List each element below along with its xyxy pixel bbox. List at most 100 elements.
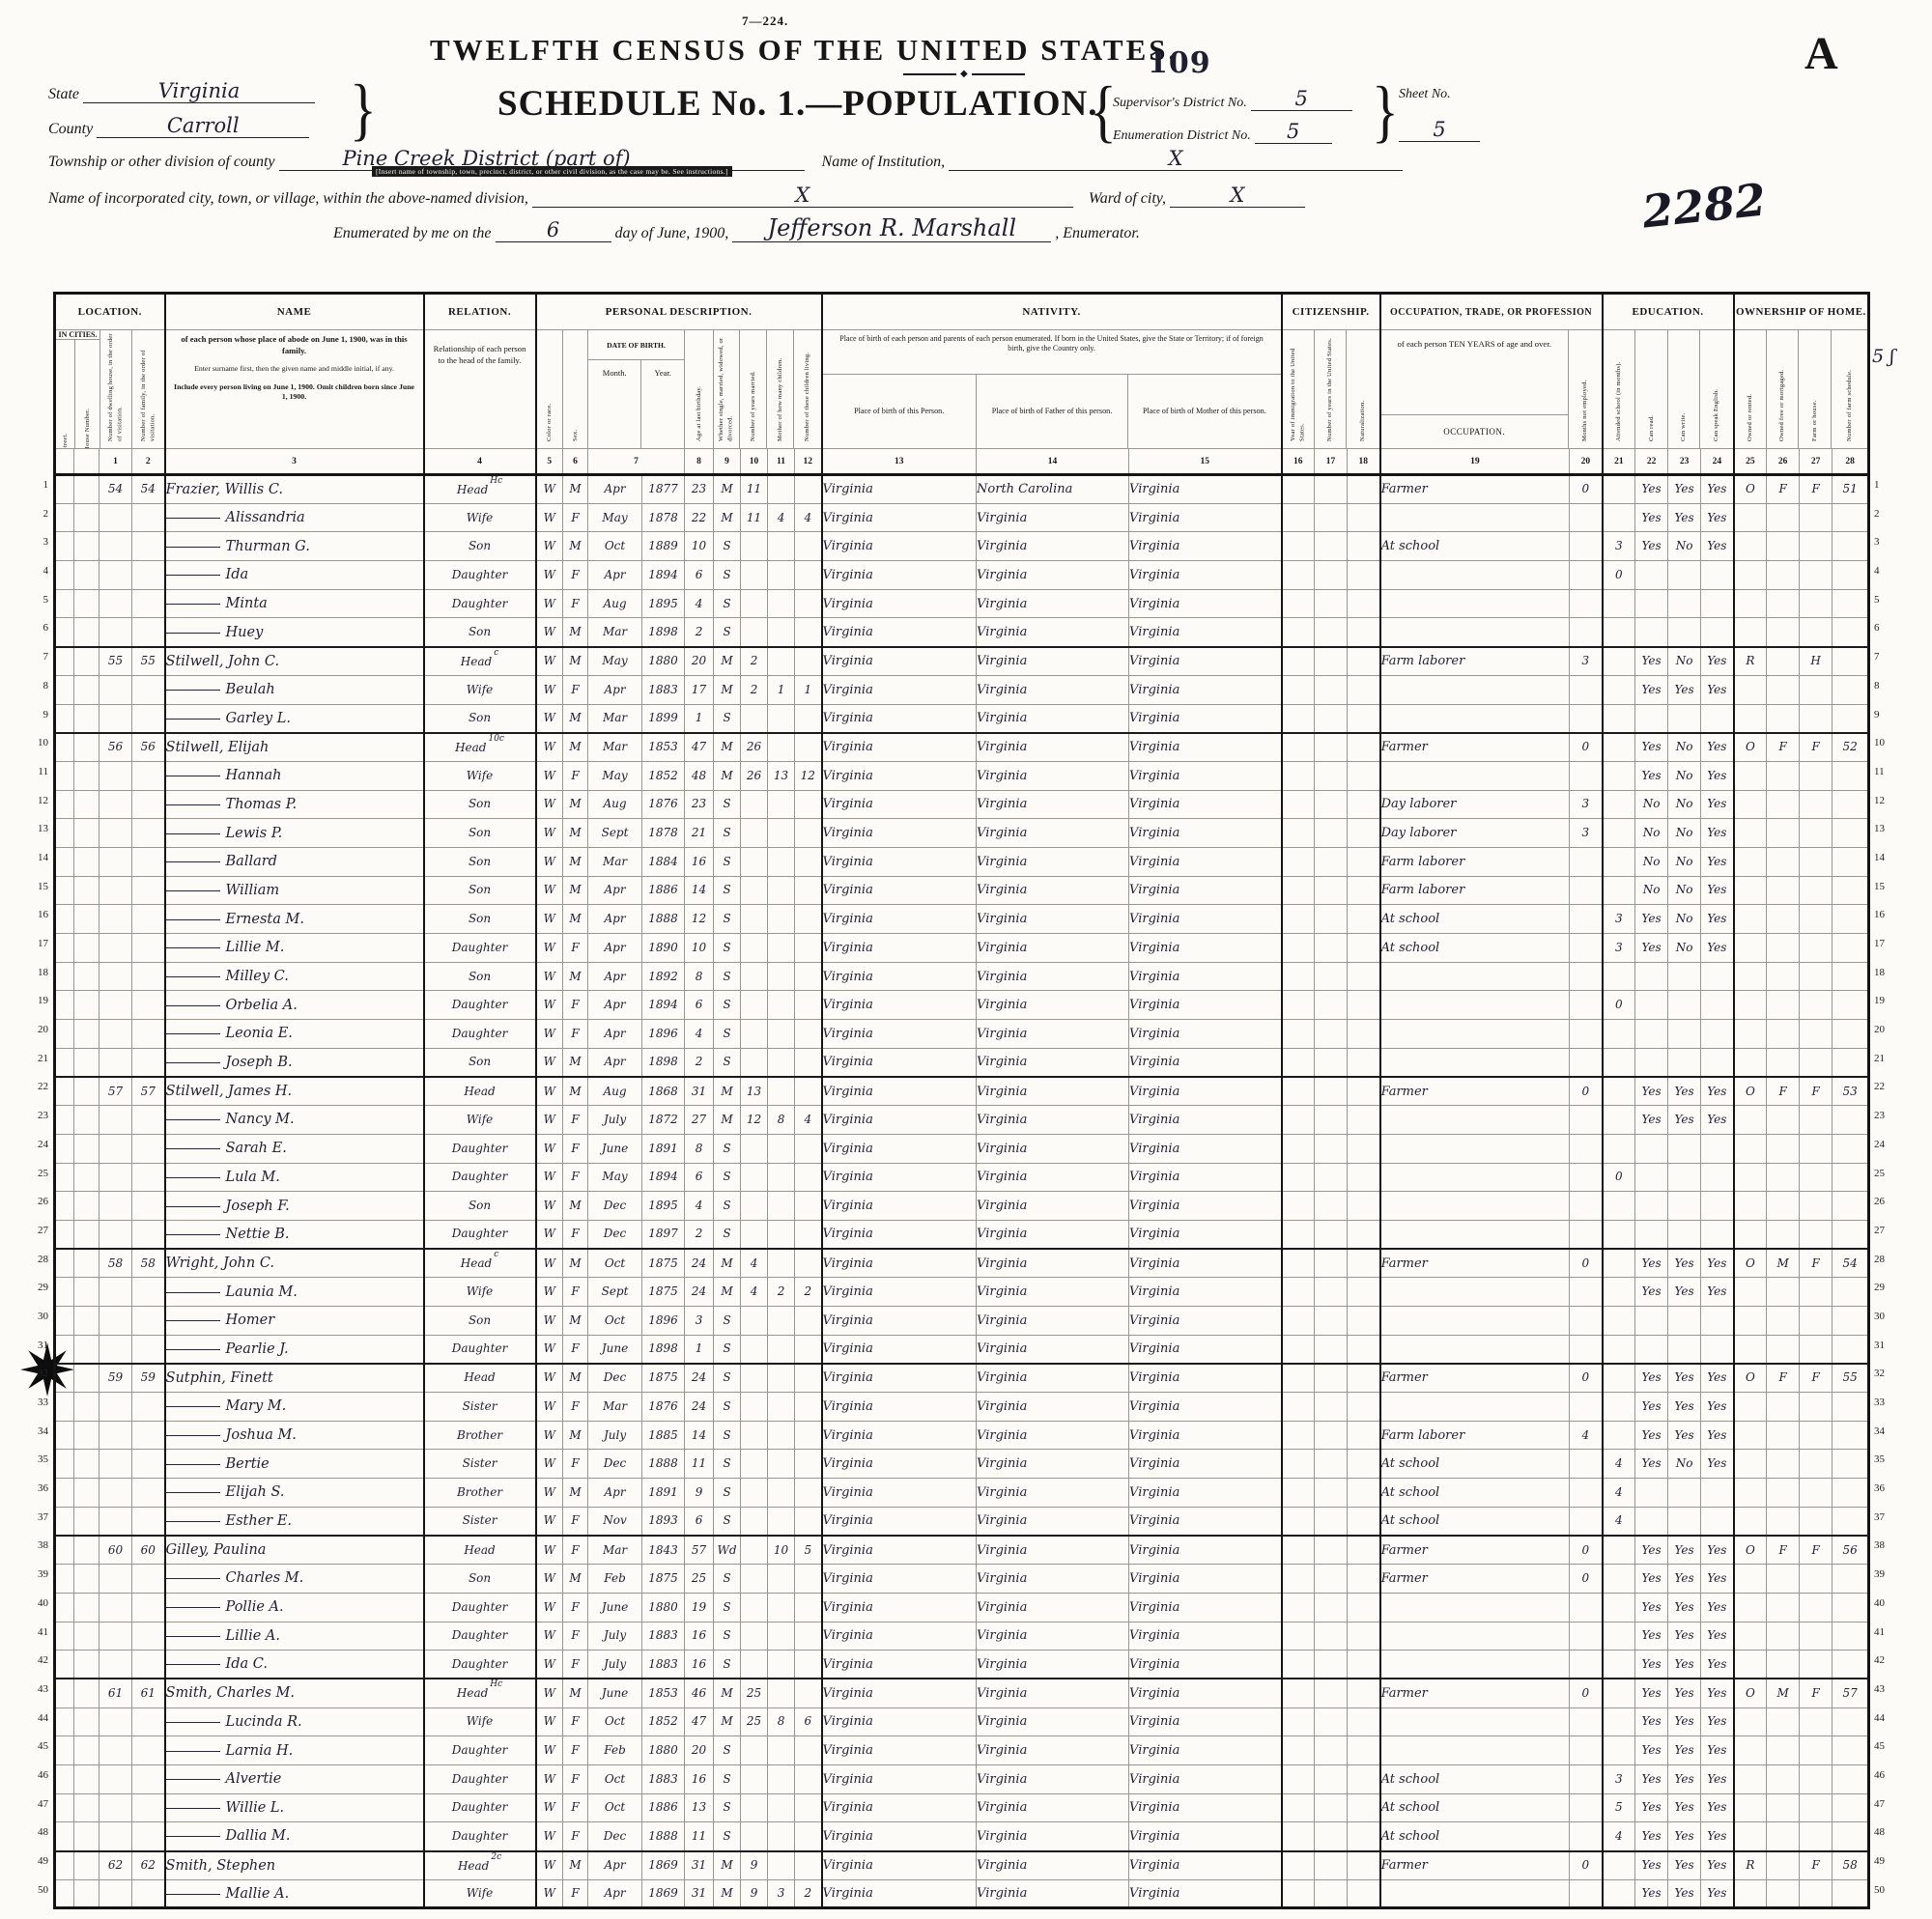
cell-naturalization	[1347, 1449, 1381, 1480]
cell-name: Beulah	[163, 674, 425, 705]
cell-birth-year: 1869	[641, 1849, 686, 1880]
table-row: Bertie Sister W F Dec 1888 11 S Virginia Virginia…	[54, 1449, 1870, 1480]
cell-dwelling-number	[99, 1707, 132, 1737]
cell-name: Dallia M.	[163, 1821, 425, 1851]
cell-relation: Son	[422, 818, 537, 848]
row-number: 47	[1874, 1797, 1885, 1810]
cell-dwelling-number	[99, 1420, 132, 1451]
cell-marital-status: S	[713, 1621, 742, 1651]
subheader-occupation: of each person TEN YEARS of age and over…	[1378, 329, 1604, 449]
cell-can-speak-english: Yes	[1700, 1392, 1735, 1422]
cell-farm-house	[1799, 1621, 1833, 1651]
cell-owned-rented	[1732, 588, 1768, 619]
cell-years-in-us	[1314, 1105, 1349, 1135]
cell-farm-house	[1799, 818, 1833, 848]
row-number: 22	[38, 1081, 48, 1093]
cell-mother-of-children: 8	[767, 1105, 796, 1135]
cell-immigration-year	[1280, 1650, 1316, 1679]
cell-mother-of-children	[767, 531, 796, 562]
cell-occupation: Farm laborer	[1378, 875, 1571, 906]
cell-name: Gilley, Paulina	[163, 1534, 425, 1566]
cell-naturalization	[1347, 1678, 1381, 1708]
cell-birthplace-father: Virginia	[976, 1678, 1130, 1708]
cell-birthplace-father: Virginia	[976, 1564, 1130, 1594]
cell-owned-rented	[1732, 1449, 1768, 1480]
cell-mother-of-children	[767, 1362, 796, 1393]
cell-birthplace-person: Virginia	[820, 904, 978, 934]
cell-family-number	[130, 560, 166, 590]
table-row: Minta Daughter W F Aug 1895 4 S Virginia Virginia…	[54, 588, 1870, 619]
cell-can-speak-english	[1700, 1019, 1735, 1049]
cell-birthplace-mother: Virginia	[1128, 1248, 1283, 1279]
cell-owned-free-mortgaged	[1766, 904, 1801, 934]
cell-can-read: Yes	[1634, 531, 1669, 562]
cell-years-married	[740, 1420, 769, 1451]
cell-birthplace-mother: Virginia	[1128, 1047, 1283, 1078]
cell-years-married: 26	[740, 760, 769, 791]
colnum-26: 26	[1766, 448, 1801, 476]
cell-owned-free-mortgaged	[1766, 933, 1801, 963]
row-number: 5	[1874, 593, 1880, 606]
table-row: 62 62 Smith, Stephen Head2c W M Apr 1869 31 M 9 Vir…	[54, 1849, 1870, 1880]
cell-can-read: No	[1634, 875, 1669, 906]
cell-color-race: W	[534, 789, 564, 820]
cell-children-living	[794, 846, 823, 877]
cell-school-months: 3	[1601, 904, 1636, 934]
cell-name: Joshua M.	[163, 1420, 425, 1451]
cell-mother-of-children	[767, 1592, 796, 1623]
cell-marital-status: M	[713, 473, 742, 504]
cell-farm-house	[1799, 1191, 1833, 1221]
cell-mother-of-children: 13	[767, 760, 796, 791]
cell-immigration-year	[1280, 1678, 1316, 1708]
colnum-19: 19	[1378, 448, 1571, 476]
cell-marital-status: M	[713, 1105, 742, 1135]
cell-occupation	[1378, 502, 1571, 533]
cell-can-read	[1634, 961, 1669, 992]
colnum-2: 2	[130, 448, 166, 476]
cell-marital-status: S	[713, 789, 742, 820]
cell-children-living	[794, 933, 823, 963]
cell-mother-of-children: 3	[767, 1878, 796, 1909]
cell-can-speak-english: Yes	[1700, 1592, 1735, 1623]
cell-street	[54, 531, 74, 562]
cell-children-living	[794, 1191, 823, 1221]
cell-birthplace-father: Virginia	[976, 1707, 1130, 1737]
cell-color-race: W	[534, 904, 564, 934]
cell-occupation	[1378, 1592, 1571, 1623]
row-number: 25	[38, 1167, 48, 1179]
cell-years-married	[740, 1191, 769, 1221]
cell-immigration-year	[1280, 961, 1316, 992]
cell-immigration-year	[1280, 1133, 1316, 1164]
cell-birthplace-mother: Virginia	[1128, 674, 1283, 705]
cell-years-in-us	[1314, 1621, 1349, 1651]
col-farm-schedule-label: Number of farm schedule.	[1845, 369, 1853, 441]
cell-birth-year: 1891	[641, 1133, 686, 1164]
cell-birthplace-person: Virginia	[820, 1047, 978, 1078]
cell-birth-month: May	[587, 760, 643, 791]
cell-farm-schedule-no: 55	[1832, 1362, 1870, 1393]
cell-marital-status: M	[713, 1277, 742, 1307]
col-birthplace-person-label: Place of birth of this Person.	[824, 375, 977, 448]
cell-street	[54, 990, 74, 1021]
cell-mother-of-children	[767, 1650, 796, 1679]
cell-owned-free-mortgaged	[1766, 1277, 1801, 1307]
cell-age: 24	[684, 1248, 715, 1279]
colnum-3: 3	[163, 448, 425, 476]
cell-marital-status: S	[713, 1162, 742, 1193]
cell-house-number	[73, 1277, 99, 1307]
cell-months-not-employed	[1569, 1334, 1604, 1365]
cell-age: 16	[684, 1764, 715, 1794]
cell-relation: Son	[422, 875, 537, 906]
cell-age: 8	[684, 961, 715, 992]
cell-family-number	[130, 1449, 166, 1480]
row-number: 32	[1874, 1368, 1885, 1380]
cell-street	[54, 760, 74, 791]
table-row: Ida C. Daughter W F July 1883 16 S Virginia Virgi…	[54, 1650, 1870, 1679]
cell-years-in-us	[1314, 875, 1349, 906]
cell-owned-free-mortgaged	[1766, 1650, 1801, 1679]
cell-owned-rented	[1732, 933, 1768, 963]
colnum-22: 22	[1634, 448, 1669, 476]
cell-can-speak-english	[1700, 588, 1735, 619]
cell-farm-schedule-no	[1832, 760, 1870, 791]
cell-years-married	[740, 1478, 769, 1508]
